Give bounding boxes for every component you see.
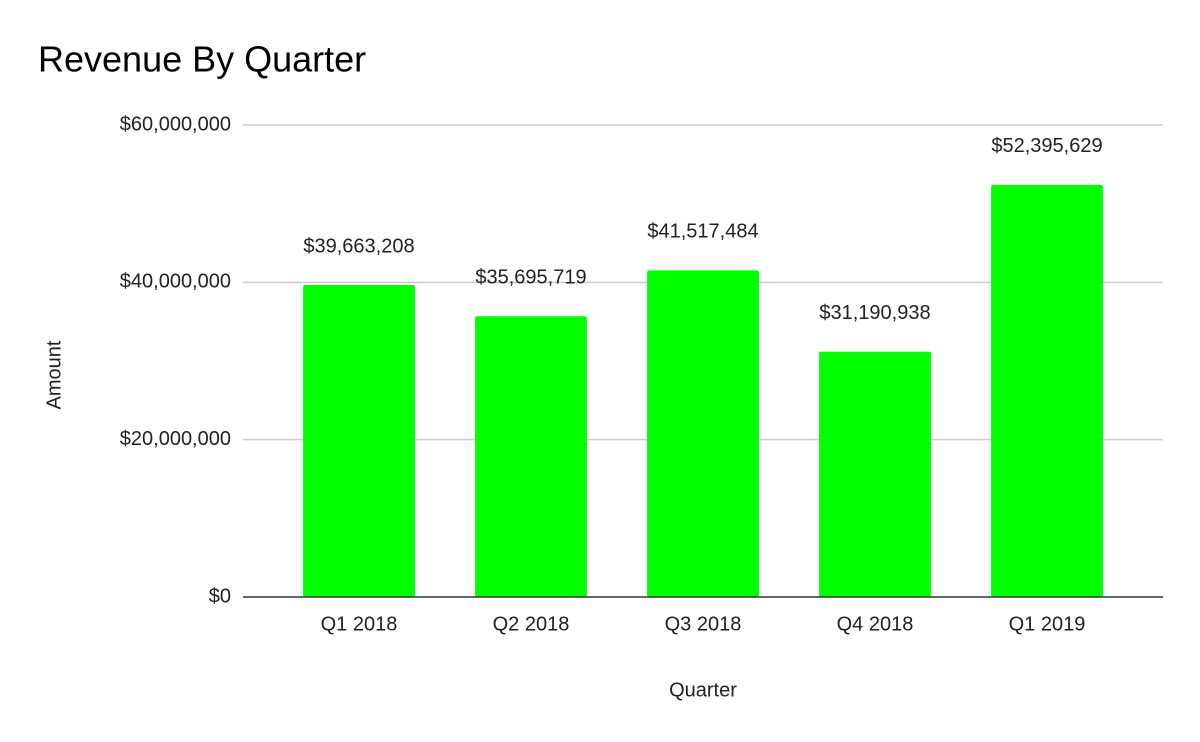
y-tick-label: $40,000,000	[120, 271, 231, 293]
x-tick-label: Q2 2018	[493, 613, 570, 635]
bar	[647, 270, 759, 597]
x-tick-label: Q1 2019	[1009, 613, 1086, 635]
chart-title: Revenue By Quarter	[38, 39, 366, 80]
x-tick-label: Q4 2018	[837, 613, 914, 635]
x-tick-label: Q1 2018	[321, 613, 398, 635]
value-label: $35,695,719	[475, 266, 586, 288]
bar	[819, 351, 931, 597]
x-axis-label: Quarter	[669, 679, 737, 701]
y-axis-label: Amount	[43, 340, 65, 409]
value-label: $41,517,484	[647, 221, 758, 243]
value-label: $39,663,208	[303, 235, 414, 257]
value-label: $31,190,938	[819, 302, 930, 324]
y-tick-label: $20,000,000	[120, 428, 231, 450]
y-tick-label: $60,000,000	[120, 113, 231, 135]
bar	[475, 316, 587, 597]
x-tick-label: Q3 2018	[665, 613, 742, 635]
y-tick-label: $0	[209, 585, 231, 607]
bar	[991, 184, 1103, 597]
bar	[303, 284, 415, 597]
value-label: $52,395,629	[991, 135, 1102, 157]
